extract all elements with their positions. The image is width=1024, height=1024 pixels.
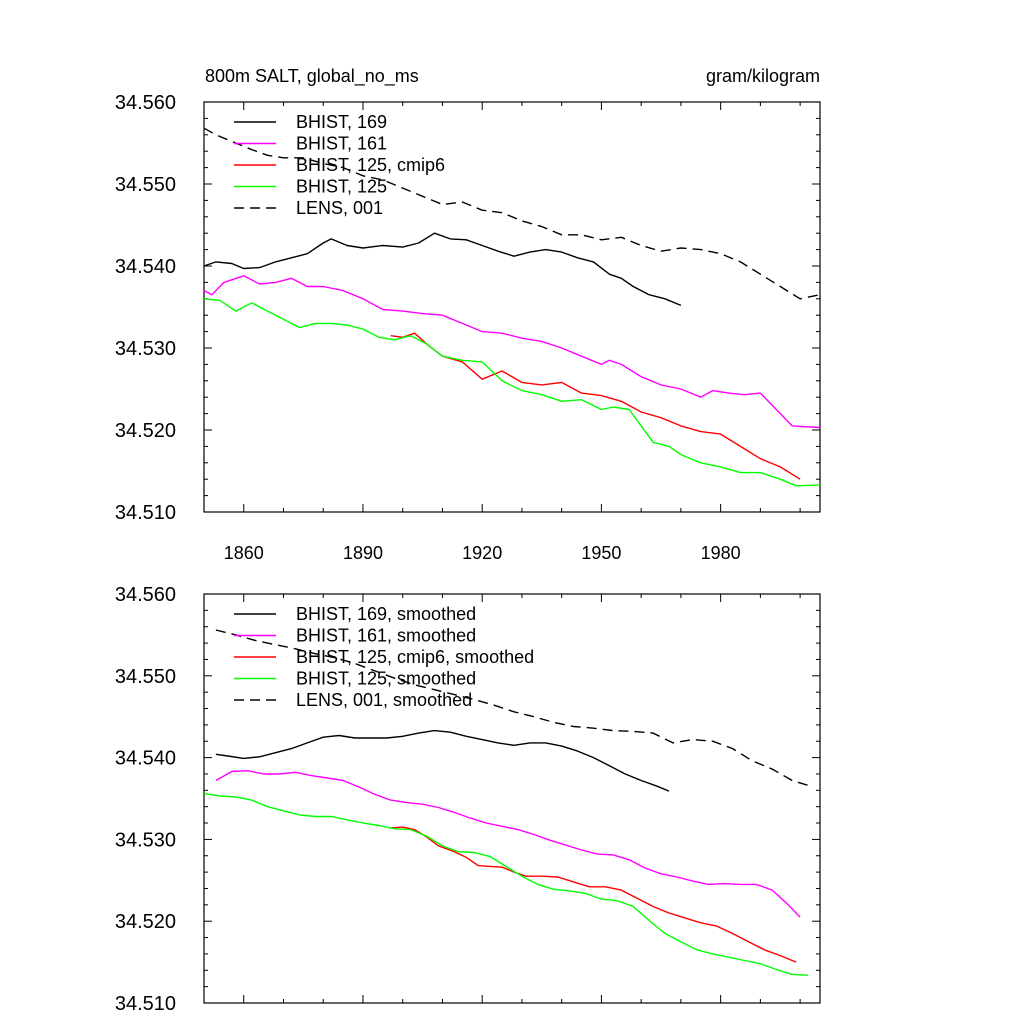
y-tick-label: 34.510 — [115, 502, 176, 524]
series-line — [390, 826, 797, 963]
y-tick-label: 34.550 — [115, 666, 176, 688]
legend-entry: BHIST, 169, smoothed — [296, 604, 476, 624]
y-tick-label: 34.520 — [115, 911, 176, 933]
y-tick-label: 34.530 — [115, 829, 176, 851]
y-tick-label: 34.510 — [115, 993, 176, 1015]
legend-entry: LENS, 001 — [296, 198, 383, 218]
y-tick-label: 34.550 — [115, 174, 176, 196]
units-label: gram/kilogram — [706, 66, 820, 86]
series-line — [203, 127, 821, 300]
legend-entry: BHIST, 125, cmip6 — [296, 155, 445, 175]
x-tick-label: 1950 — [581, 543, 621, 563]
y-tick-label: 34.560 — [115, 92, 176, 114]
x-tick-label: 1860 — [224, 543, 264, 563]
y-tick-label: 34.520 — [115, 420, 176, 442]
y-tick-label: 34.540 — [115, 748, 176, 770]
plot-title: 800m SALT, global_no_ms — [205, 66, 419, 87]
series-line — [215, 629, 809, 787]
plot-frame — [203, 101, 821, 513]
panel-smoothed: 34.510 34.520 34.530 34.540 34.550 34.560 BHIS… — [115, 584, 821, 1015]
series-line — [203, 232, 682, 307]
x-tick-label: 1980 — [701, 543, 741, 563]
y-tick-label: 34.530 — [115, 338, 176, 360]
legend-entry: BHIST, 161 — [296, 134, 387, 154]
legend-entry: BHIST, 125, cmip6, smoothed — [296, 647, 534, 667]
legend-entry: BHIST, 125 — [296, 177, 387, 197]
x-tick-label: 1890 — [343, 543, 383, 563]
plot-frame — [203, 593, 821, 1004]
y-tick-label: 34.540 — [115, 256, 176, 278]
series-line — [203, 275, 821, 429]
x-tick-label: 1920 — [462, 543, 502, 563]
legend-entry: BHIST, 169 — [296, 112, 387, 132]
y-tick-label: 34.560 — [115, 584, 176, 606]
series-line — [203, 792, 809, 976]
panel-raw: 1860 1890 1920 1950 1980 34.510 34.520 34.530 34… — [115, 92, 821, 563]
legend-entry: BHIST, 125, smoothed — [296, 669, 476, 689]
legend-entry: LENS, 001, smoothed — [296, 690, 472, 710]
series-line — [215, 770, 801, 918]
series-line — [203, 298, 821, 487]
series-line — [215, 729, 670, 792]
legend-entry: BHIST, 161, smoothed — [296, 626, 476, 646]
